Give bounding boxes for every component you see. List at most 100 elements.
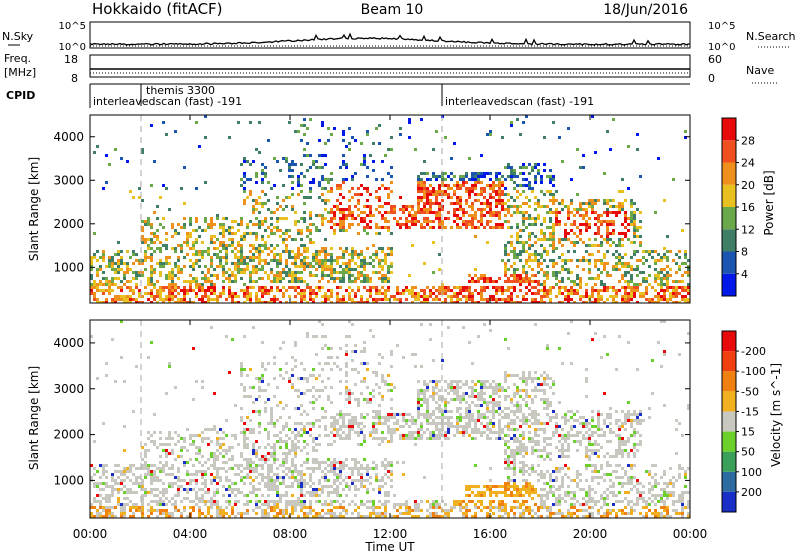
data-cell — [129, 295, 132, 298]
data-cell — [327, 127, 330, 130]
data-cell — [321, 214, 324, 217]
data-cell — [399, 226, 402, 229]
data-cell — [309, 271, 312, 274]
data-cell — [456, 500, 459, 503]
data-cell — [531, 292, 534, 295]
data-cell — [162, 500, 165, 503]
data-cell — [219, 232, 222, 235]
data-cell — [537, 253, 540, 256]
data-cell — [528, 238, 531, 241]
data-cell — [435, 214, 438, 217]
data-cell — [165, 133, 168, 136]
data-cell — [372, 160, 375, 163]
data-cell — [330, 515, 333, 518]
data-cell — [192, 247, 195, 250]
data-cell — [585, 283, 588, 286]
data-cell — [381, 274, 384, 277]
data-cell — [261, 289, 264, 292]
data-cell — [618, 205, 621, 208]
data-cell — [138, 509, 141, 512]
data-cell — [642, 292, 645, 295]
data-cell — [600, 262, 603, 265]
data-cell — [417, 404, 420, 407]
data-cell — [579, 295, 582, 298]
data-cell — [255, 398, 258, 401]
data-cell — [318, 280, 321, 283]
data-cell — [201, 229, 204, 232]
data-cell — [333, 506, 336, 509]
data-cell — [270, 488, 273, 491]
data-cell — [468, 205, 471, 208]
data-cell — [525, 178, 528, 181]
data-cell — [381, 160, 384, 163]
data-cell — [129, 470, 132, 473]
data-cell — [462, 223, 465, 226]
data-cell — [117, 497, 120, 500]
data-cell — [141, 485, 144, 488]
data-cell — [327, 253, 330, 256]
data-cell — [282, 208, 285, 211]
data-cell — [474, 280, 477, 283]
data-cell — [297, 479, 300, 482]
data-cell — [180, 515, 183, 518]
data-cell — [255, 467, 258, 470]
data-cell — [255, 202, 258, 205]
data-cell — [126, 491, 129, 494]
data-cell — [390, 136, 393, 139]
data-cell — [213, 253, 216, 256]
data-cell — [111, 277, 114, 280]
data-cell — [510, 205, 513, 208]
data-cell — [183, 298, 186, 301]
data-cell — [369, 193, 372, 196]
data-cell — [234, 280, 237, 283]
data-cell — [261, 455, 264, 458]
data-cell — [621, 265, 624, 268]
data-cell — [567, 292, 570, 295]
data-cell — [306, 196, 309, 199]
data-cell — [672, 259, 675, 262]
data-cell — [507, 301, 510, 303]
data-cell — [384, 256, 387, 259]
data-cell — [252, 244, 255, 247]
data-cell — [393, 515, 396, 518]
nave-tick-top: 60 — [708, 53, 722, 66]
data-cell — [435, 289, 438, 292]
data-cell — [516, 268, 519, 271]
data-cell — [288, 229, 291, 232]
data-cell — [657, 271, 660, 274]
data-cell — [105, 464, 108, 467]
data-cell — [147, 223, 150, 226]
data-cell — [252, 461, 255, 464]
data-cell — [579, 229, 582, 232]
data-cell — [525, 259, 528, 262]
data-cell — [552, 271, 555, 274]
data-cell — [357, 467, 360, 470]
data-cell — [156, 235, 159, 238]
data-cell — [633, 295, 636, 298]
data-cell — [384, 295, 387, 298]
data-cell — [333, 467, 336, 470]
data-cell — [342, 431, 345, 434]
data-cell — [216, 247, 219, 250]
data-cell — [267, 434, 270, 437]
data-cell — [216, 509, 219, 512]
data-cell — [294, 211, 297, 214]
data-cell — [216, 274, 219, 277]
data-cell — [444, 380, 447, 383]
data-cell — [348, 425, 351, 428]
data-cell — [330, 259, 333, 262]
data-cell — [432, 437, 435, 440]
data-cell — [606, 202, 609, 205]
data-cell — [420, 428, 423, 431]
data-cell — [279, 512, 282, 515]
data-cell — [105, 482, 108, 485]
data-cell — [369, 467, 372, 470]
data-cell — [270, 259, 273, 262]
data-cell — [444, 190, 447, 193]
data-cell — [282, 341, 285, 344]
data-cell — [315, 494, 318, 497]
data-cell — [339, 347, 342, 350]
data-cell — [426, 419, 429, 422]
data-cell — [462, 178, 465, 181]
data-cell — [165, 262, 168, 265]
